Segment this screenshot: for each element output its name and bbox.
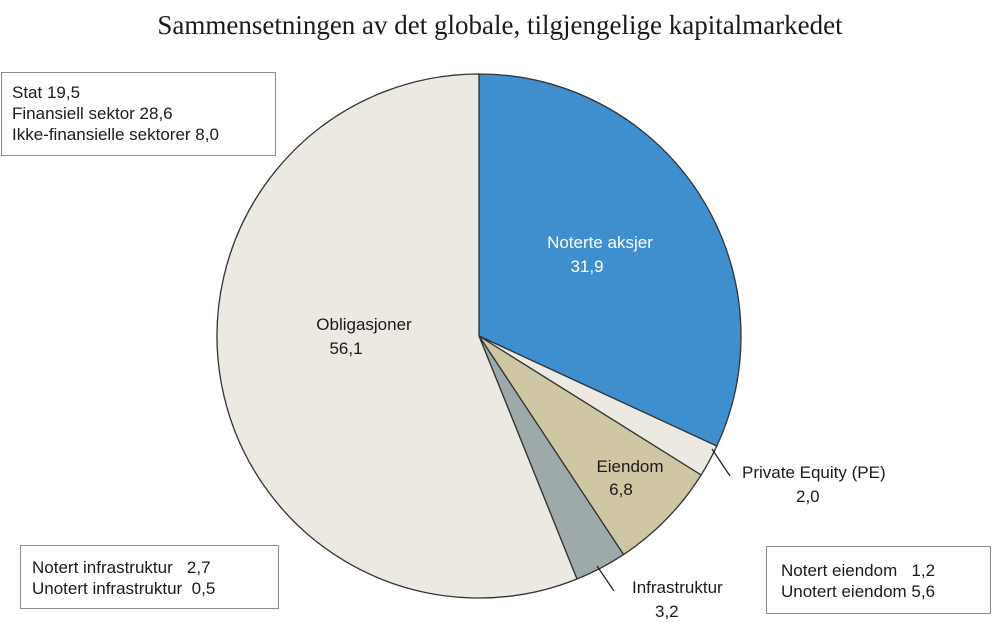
leader-line-pe [711, 448, 731, 477]
breakdown-unotert-eiendom: Unotert eiendom 5,6 [781, 582, 936, 601]
chart-title: Sammensetningen av det globale, tilgjeng… [157, 10, 843, 40]
slice-value-pe: 2,0 [796, 487, 820, 506]
pie-slice-obligasjoner [216, 73, 578, 599]
breakdown-stat: Stat 19,5 [12, 83, 81, 102]
obligasjoner-breakdown-box: Stat 19,5 Finansiell sektor 28,6 Ikke-fi… [1, 72, 276, 156]
leader-lines [596, 448, 731, 592]
slice-label-eiendom: Eiendom [596, 457, 663, 476]
pie-slices [216, 73, 742, 599]
slice-labels: Noterte aksjer 31,9 Private Equity (PE) … [316, 233, 885, 621]
slice-label-obligasjoner: Obligasjoner [316, 315, 412, 334]
breakdown-notert-eiendom: Notert eiendom 1,2 [781, 561, 936, 580]
eiendom-breakdown-box: Notert eiendom 1,2 Unotert eiendom 5,6 [766, 546, 991, 614]
pie-slice-noterte-aksjer [478, 73, 742, 447]
slice-label-pe: Private Equity (PE) [742, 463, 886, 482]
breakdown-unotert-infrastruktur: Unotert infrastruktur 0,5 [32, 579, 216, 598]
pie-slice-eiendom [478, 335, 702, 556]
breakdown-ikke-finansielle-sektorer: Ikke-finansielle sektorer 8,0 [12, 125, 219, 144]
slice-value-noterte-aksjer: 31,9 [570, 257, 603, 276]
leader-line-infrastruktur [596, 565, 615, 592]
slice-label-noterte-aksjer: Noterte aksjer [547, 233, 653, 252]
infrastruktur-breakdown-box: Notert infrastruktur 2,7 Unotert infrast… [20, 545, 279, 609]
breakdown-finansiell-sektor: Finansiell sektor 28,6 [12, 104, 173, 123]
slice-label-infrastruktur: Infrastruktur [632, 578, 723, 597]
slice-value-infrastruktur: 3,2 [655, 602, 679, 621]
slice-value-eiendom: 6,8 [609, 480, 633, 499]
slice-value-obligasjoner: 56,1 [329, 339, 362, 358]
breakdown-notert-infrastruktur: Notert infrastruktur 2,7 [32, 558, 211, 577]
